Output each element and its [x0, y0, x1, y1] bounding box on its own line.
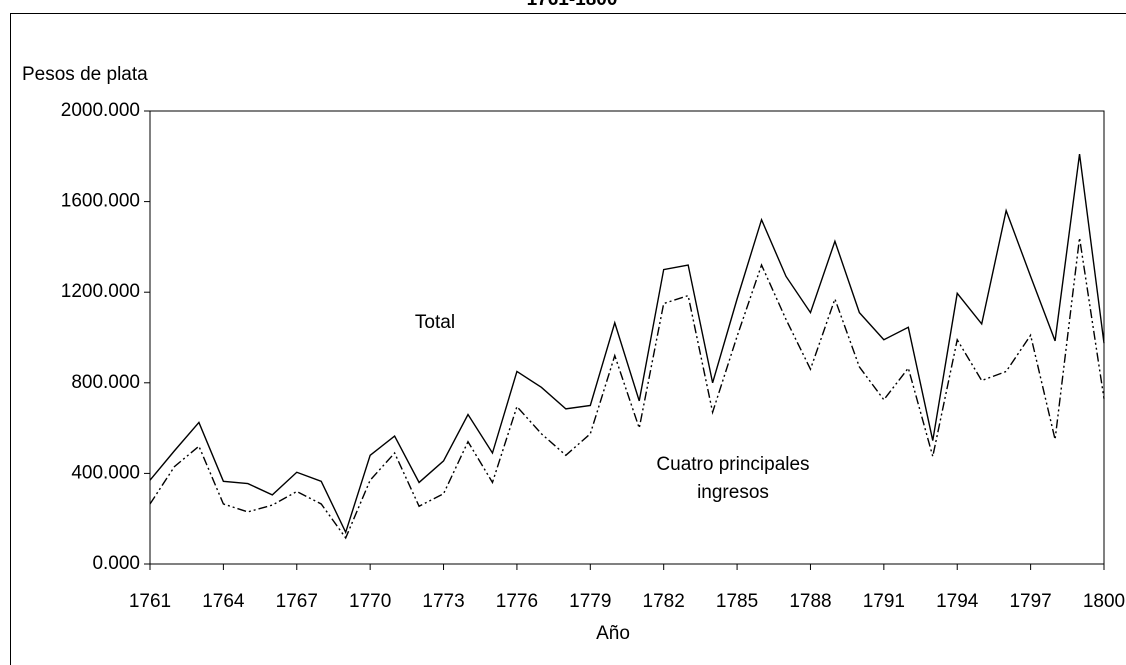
y-tick-label: 400.000 — [71, 462, 140, 483]
y-tick-label: 2000.000 — [61, 100, 140, 121]
annotation: Cuatro principales — [656, 454, 809, 475]
y-tick-label: 800.000 — [71, 372, 140, 393]
x-tick-label: 1797 — [1009, 591, 1051, 612]
y-axis-label: Pesos de plata — [22, 64, 148, 85]
y-tick-label: 0.000 — [92, 553, 140, 574]
chart-title: 1761-1800 — [527, 0, 618, 10]
x-tick-label: 1770 — [349, 591, 391, 612]
x-tick-label: 1773 — [422, 591, 464, 612]
y-tick-label: 1600.000 — [61, 191, 140, 212]
annotation: Total — [415, 312, 455, 333]
x-tick-label: 1761 — [129, 591, 171, 612]
annotation: ingresos — [697, 482, 769, 503]
x-tick-label: 1800 — [1083, 591, 1125, 612]
chart-frame — [10, 13, 1126, 665]
x-tick-label: 1779 — [569, 591, 611, 612]
plot-area — [149, 110, 1105, 565]
y-tick-label: 1200.000 — [61, 281, 140, 302]
x-tick-label: 1782 — [643, 591, 685, 612]
x-tick-label: 1791 — [863, 591, 905, 612]
x-tick-label: 1794 — [936, 591, 979, 612]
x-tick-label: 1776 — [496, 591, 538, 612]
x-axis-label: Año — [596, 623, 630, 644]
x-tick-label: 1767 — [276, 591, 318, 612]
x-tick-label: 1788 — [789, 591, 831, 612]
line-series — [149, 153, 1105, 535]
line-series — [149, 237, 1105, 540]
x-tick-label: 1764 — [202, 591, 245, 612]
x-tick-label: 1785 — [716, 591, 758, 612]
